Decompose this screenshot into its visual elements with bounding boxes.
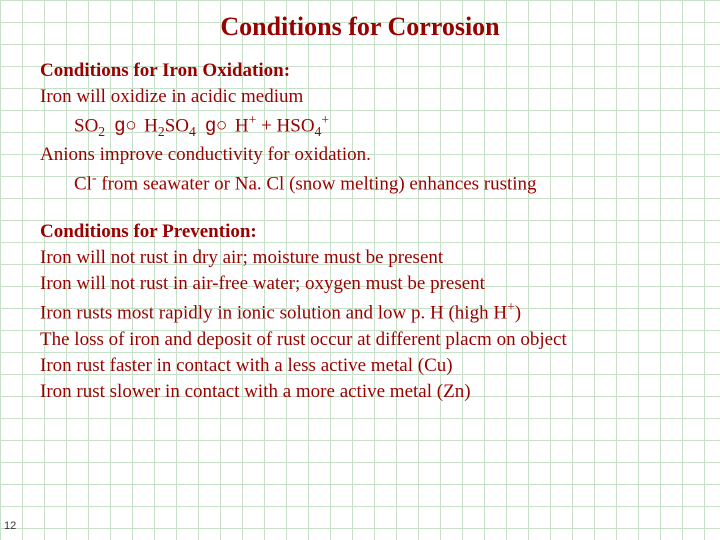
content-area: Conditions for Iron Oxidation: Iron will… xyxy=(0,60,720,403)
page-title: Conditions for Corrosion xyxy=(0,0,720,52)
arrow-icon: g○ xyxy=(205,115,225,137)
section1-line4: Cl- from seawater or Na. Cl (snow meltin… xyxy=(40,170,700,195)
section2-line1: Iron will not rust in dry air; moisture … xyxy=(40,247,700,269)
p3-pre: Iron rusts most rapidly in ionic solutio… xyxy=(40,303,507,324)
section2-line5: Iron rust faster in contact with a less … xyxy=(40,355,700,377)
eq-hplus-h: H xyxy=(235,115,249,136)
eq-h2so4-2: 2 xyxy=(158,124,165,139)
page-number: 12 xyxy=(4,520,16,532)
eq-so2-sub: 2 xyxy=(98,124,105,139)
p3-sup: + xyxy=(507,299,515,314)
eq-h2so4-h: H xyxy=(144,115,158,136)
p3-post: ) xyxy=(515,303,521,324)
section2-line6: Iron rust slower in contact with a more … xyxy=(40,381,700,403)
section2-heading: Conditions for Prevention: xyxy=(40,221,700,243)
section2-line4: The loss of iron and deposit of rust occ… xyxy=(40,329,700,351)
eq-hplus-sup: + xyxy=(249,112,257,127)
eq-h2so4-so: SO xyxy=(165,115,189,136)
eq-hso4-h: HSO xyxy=(277,115,315,136)
cl-text: Cl xyxy=(74,173,92,194)
eq-so2: SO xyxy=(74,115,98,136)
eq-hso4-sup: + xyxy=(321,112,329,127)
eq-plus: + xyxy=(261,115,276,136)
section2-line2: Iron will not rust in air-free water; ox… xyxy=(40,273,700,295)
eq-h2so4-4: 4 xyxy=(189,124,196,139)
section1-heading: Conditions for Iron Oxidation: xyxy=(40,60,700,82)
arrow-icon: g○ xyxy=(115,115,135,137)
cl-rest: from seawater or Na. Cl (snow melting) e… xyxy=(97,173,537,194)
section1-equation: SO2 g○ H2SO4 g○ H+ + HSO4+ xyxy=(40,112,700,140)
section2-line3: Iron rusts most rapidly in ionic solutio… xyxy=(40,299,700,324)
section1-line3: Anions improve conductivity for oxidatio… xyxy=(40,144,700,166)
section1-line1: Iron will oxidize in acidic medium xyxy=(40,86,700,108)
